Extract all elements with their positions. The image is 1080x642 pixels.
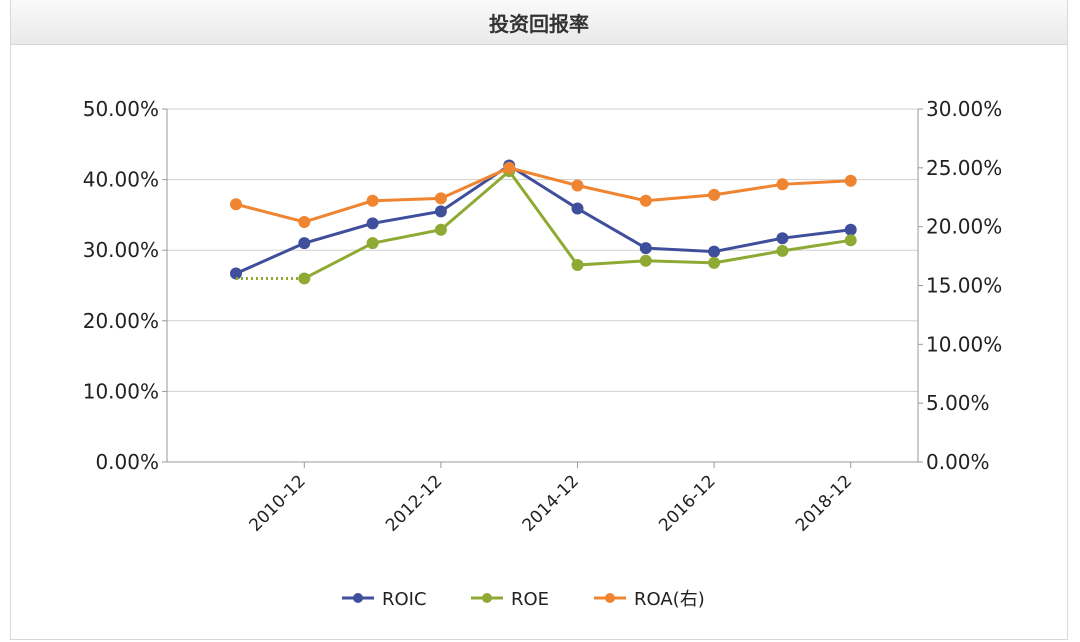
data-point <box>503 161 516 174</box>
y-left-tick-label: 0.00% <box>95 450 159 474</box>
data-point <box>298 237 311 250</box>
data-point <box>844 174 857 187</box>
y-left-tick-label: 50.00% <box>83 97 159 121</box>
data-point <box>708 188 721 201</box>
y-right-tick-label: 15.00% <box>926 274 1002 298</box>
y-left-tick-label: 20.00% <box>83 309 159 333</box>
data-point <box>639 254 652 267</box>
data-point <box>366 194 379 207</box>
data-point <box>434 205 447 218</box>
y-right-tick-label: 5.00% <box>926 391 990 415</box>
series-line-roic <box>235 163 851 275</box>
x-tick-label: 2012-12 <box>382 471 446 535</box>
x-tick-label: 2018-12 <box>792 471 856 535</box>
legend-marker <box>605 593 615 603</box>
data-point <box>844 234 857 247</box>
x-tick-label: 2016-12 <box>655 471 719 535</box>
legend-label: ROE <box>511 589 549 610</box>
legend-label: ROA(右) <box>634 589 705 610</box>
data-point <box>230 198 242 211</box>
data-point <box>298 272 311 285</box>
x-tick-label: 2010-12 <box>245 471 309 535</box>
data-point <box>844 223 857 236</box>
data-point <box>434 192 447 205</box>
data-point <box>708 245 721 258</box>
data-point <box>298 215 311 228</box>
data-point <box>571 259 584 272</box>
data-point <box>434 223 447 236</box>
data-point <box>571 179 584 192</box>
data-point <box>708 256 721 269</box>
data-point <box>571 202 584 215</box>
legend-marker <box>482 593 492 603</box>
y-right-tick-label: 10.00% <box>926 332 1002 356</box>
chart-title: 投资回报率 <box>11 0 1067 45</box>
legend-label: ROIC <box>382 589 427 610</box>
data-point <box>639 194 652 207</box>
legend-marker <box>353 593 363 603</box>
y-left-tick-label: 30.00% <box>83 238 159 262</box>
y-right-tick-label: 20.00% <box>926 215 1002 239</box>
x-tick-label: 2014-12 <box>519 471 583 535</box>
data-point <box>230 267 242 280</box>
chart-panel: 投资回报率 <box>10 0 1068 640</box>
data-point <box>776 178 789 191</box>
series-line-roa <box>235 166 851 224</box>
y-right-tick-label: 0.00% <box>926 450 990 474</box>
data-point <box>366 237 379 250</box>
y-right-tick-label: 25.00% <box>926 156 1002 180</box>
y-left-tick-label: 10.00% <box>83 379 159 403</box>
data-point <box>639 242 652 255</box>
y-left-tick-label: 40.00% <box>83 168 159 192</box>
y-right-tick-label: 30.00% <box>926 97 1002 121</box>
data-point <box>776 244 789 257</box>
data-point <box>776 232 789 245</box>
data-point <box>366 217 379 230</box>
